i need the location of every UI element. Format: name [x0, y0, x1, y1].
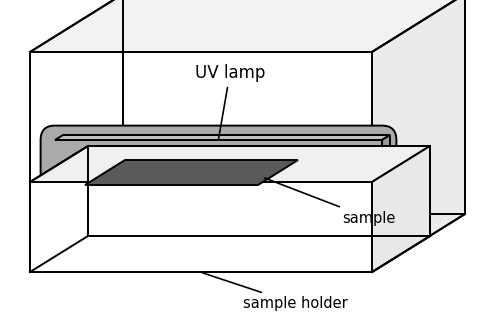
Polygon shape	[30, 146, 430, 182]
Polygon shape	[55, 135, 390, 140]
Text: UV lamp: UV lamp	[195, 64, 265, 139]
Polygon shape	[30, 0, 465, 52]
Polygon shape	[382, 135, 390, 172]
FancyBboxPatch shape	[40, 126, 397, 186]
Text: sample: sample	[264, 178, 396, 226]
Polygon shape	[85, 160, 298, 185]
Text: sample holder: sample holder	[202, 273, 348, 311]
Polygon shape	[30, 182, 372, 272]
Polygon shape	[372, 146, 430, 272]
Polygon shape	[372, 0, 465, 272]
